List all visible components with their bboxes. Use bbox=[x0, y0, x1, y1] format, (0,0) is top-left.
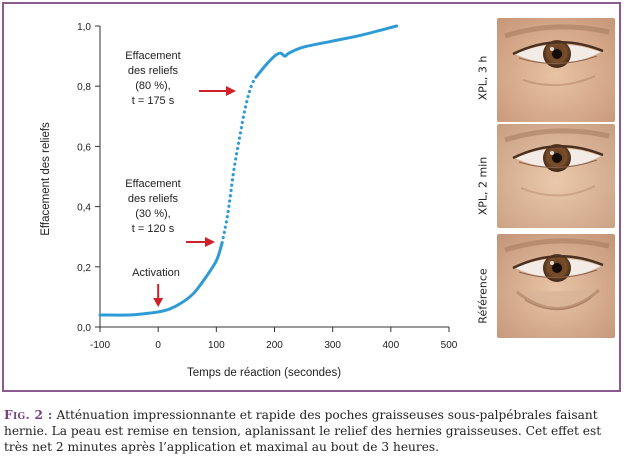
annotation-line: t = 120 s bbox=[132, 223, 175, 235]
annotation-line: des reliefs bbox=[128, 65, 179, 77]
caption-text: Atténuation impressionnante et rapide de… bbox=[4, 408, 602, 454]
photo-label-xpl-2min: XPL, 2 min bbox=[476, 156, 490, 216]
x-tick-label: 200 bbox=[266, 340, 283, 351]
eye-photo-reference bbox=[497, 234, 615, 338]
x-tick-label: 400 bbox=[382, 340, 399, 351]
y-tick-label: 0,4 bbox=[77, 203, 91, 214]
arrowhead-80-percent bbox=[226, 86, 236, 96]
curve-solid-initial bbox=[98, 241, 224, 317]
annotation-line: des reliefs bbox=[128, 193, 179, 205]
x-tick-label: 500 bbox=[441, 340, 458, 351]
annotation-line: Effacement bbox=[125, 50, 180, 62]
arrowhead-30-percent bbox=[205, 237, 215, 247]
x-axis-label: Temps de réaction (secondes) bbox=[187, 367, 341, 379]
photo-label-reference: Référence bbox=[476, 268, 490, 324]
y-axis-label: Effacement des reliefs bbox=[40, 122, 52, 236]
y-tick-label: 0,6 bbox=[77, 142, 91, 153]
effacement-chart: -100 0 100 200 300 400 500 0,0 0,2 0,4 0,6 0,8 1,0 A… bbox=[40, 22, 458, 379]
y-tick-label: 0,8 bbox=[77, 82, 91, 93]
annotation-line: (80 %), bbox=[135, 80, 170, 92]
eye-photo-xpl-3h bbox=[497, 18, 615, 122]
y-tick-label: 0,0 bbox=[77, 323, 91, 334]
caption-lead: Fig. 2 : bbox=[4, 408, 53, 422]
curve-dotted-transition bbox=[220, 75, 258, 245]
curve-solid-plateau bbox=[254, 24, 399, 79]
y-tick-label: 1,0 bbox=[77, 22, 91, 33]
annotation-line: Activation bbox=[132, 267, 180, 279]
x-tick-label: 300 bbox=[324, 340, 341, 351]
eye-photo-xpl-2min bbox=[497, 124, 615, 228]
figure-caption: Fig. 2 : Atténuation impressionnante et … bbox=[4, 407, 622, 455]
x-tick-label: -100 bbox=[90, 340, 110, 351]
photo-label-xpl-3h: XPL, 3 h bbox=[476, 55, 490, 101]
annotation-line: (30 %), bbox=[135, 208, 170, 220]
y-tick-label: 0,2 bbox=[77, 263, 91, 274]
arrowhead-activation bbox=[153, 298, 164, 307]
annotation-line: Effacement bbox=[125, 178, 180, 190]
annotation-line: t = 175 s bbox=[132, 95, 175, 107]
x-tick-label: 100 bbox=[208, 340, 225, 351]
x-tick-label: 0 bbox=[155, 340, 161, 351]
figure-frame: -100 0 100 200 300 400 500 0,0 0,2 0,4 0,6 0,8 1,0 A… bbox=[2, 2, 621, 392]
